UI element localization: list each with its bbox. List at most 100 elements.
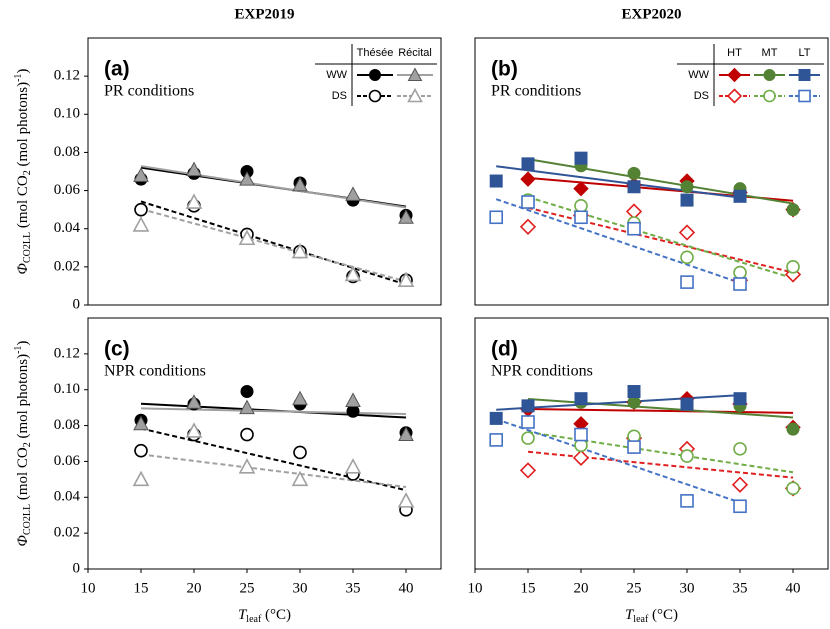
x-tick-label: 40 <box>786 580 801 596</box>
trend-line <box>527 206 794 274</box>
marker <box>186 394 202 409</box>
column-title: EXP2020 <box>622 6 682 22</box>
marker <box>574 151 588 165</box>
marker <box>733 392 747 406</box>
marker <box>240 427 254 442</box>
trend-line <box>495 418 741 504</box>
marker <box>627 395 641 409</box>
marker <box>733 277 747 291</box>
marker <box>132 470 150 487</box>
x-tick-label: 10 <box>81 580 96 596</box>
marker <box>678 224 696 241</box>
marker <box>344 458 362 474</box>
trend-line <box>527 398 794 419</box>
x-tick-label: 15 <box>134 580 149 596</box>
trend-line <box>527 196 794 280</box>
y-tick-label: 0 <box>73 560 81 576</box>
marker <box>519 462 537 479</box>
x-axis-label: Tleaf (°C) <box>625 607 678 625</box>
y-tick-label: 0 <box>73 296 81 312</box>
legend-row: WW <box>326 69 347 81</box>
marker <box>786 422 800 436</box>
y-tick-label: 0.04 <box>54 489 81 505</box>
plot-frame <box>474 317 829 570</box>
marker <box>680 449 694 463</box>
y-tick-label: 0.06 <box>54 453 81 469</box>
marker <box>786 203 800 217</box>
marker <box>346 404 360 418</box>
marker <box>239 399 255 415</box>
panel-label: (c) <box>104 338 130 361</box>
panel-label: (a) <box>104 58 130 81</box>
marker <box>345 186 361 201</box>
x-tick-label: 30 <box>680 580 695 596</box>
marker <box>680 494 694 508</box>
label-part: ) <box>15 69 31 74</box>
x-tick-label: 20 <box>187 580 202 596</box>
legend-marker <box>798 69 811 81</box>
trend-line <box>527 158 794 205</box>
plot-frame <box>87 37 442 306</box>
trend-line <box>527 408 794 414</box>
marker <box>731 476 749 493</box>
legend-column: HT <box>727 47 742 59</box>
marker <box>733 265 747 280</box>
y-tick-label: 0.10 <box>54 381 80 397</box>
marker <box>291 470 309 487</box>
marker <box>133 415 149 431</box>
label-part: CO2LL <box>22 504 33 535</box>
marker <box>398 426 414 442</box>
panel-subtitle: NPR conditions <box>104 363 206 380</box>
marker <box>680 180 694 194</box>
marker <box>489 174 503 188</box>
trend-line <box>140 407 407 416</box>
legend-marker <box>407 87 423 103</box>
trend-line <box>527 431 794 474</box>
marker <box>521 195 535 209</box>
marker <box>520 171 536 187</box>
x-tick-label: 30 <box>293 580 308 596</box>
label-part: CO2LL <box>22 232 33 263</box>
marker <box>398 209 414 224</box>
x-axis-label: Tleaf (°C) <box>238 607 291 625</box>
y-tick-label: 0.12 <box>54 68 80 84</box>
marker <box>132 216 150 232</box>
y-tick-label: 0.10 <box>54 106 80 122</box>
marker <box>574 210 588 225</box>
marker <box>489 433 504 447</box>
label-part: (°C) <box>261 607 291 623</box>
label-part: Φ <box>15 534 31 546</box>
trend-line <box>140 427 407 492</box>
legend-row: DS <box>332 90 347 102</box>
y-tick-label: 0.06 <box>54 182 81 198</box>
marker <box>733 189 747 203</box>
marker <box>733 499 747 514</box>
legend-column: MT <box>762 47 778 59</box>
label-part: (°C) <box>648 607 678 623</box>
trend-line <box>496 394 741 411</box>
label-part: leaf <box>633 614 649 625</box>
legend-marker <box>763 89 776 103</box>
panel-subtitle: NPR conditions <box>491 363 593 380</box>
marker <box>238 229 256 246</box>
plot-frame <box>87 317 442 570</box>
marker <box>627 440 641 454</box>
x-tick-label: 40 <box>399 580 414 596</box>
marker <box>627 166 641 180</box>
marker <box>521 415 535 429</box>
y-tick-label: 0.02 <box>54 258 80 274</box>
y-tick-label: 0.04 <box>54 220 81 236</box>
legend-column: Thésée <box>357 47 394 59</box>
label-part: -1 <box>13 346 24 354</box>
trend-line <box>140 453 407 488</box>
legend-marker <box>369 69 381 81</box>
marker <box>627 385 641 399</box>
marker <box>521 157 535 171</box>
marker <box>572 449 590 466</box>
marker <box>627 180 641 194</box>
label-part: (mol photons) <box>15 354 31 442</box>
marker <box>397 492 415 508</box>
marker <box>186 161 202 177</box>
marker <box>680 397 694 411</box>
